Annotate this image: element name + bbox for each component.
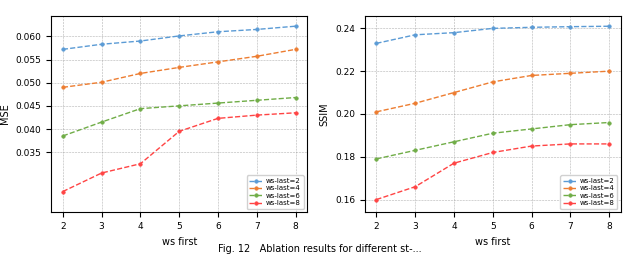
ws-last=4 xyxy=(566,72,574,75)
ws-last=2 xyxy=(292,25,300,28)
ws-last=6 xyxy=(292,96,300,99)
ws-last=8 xyxy=(450,162,458,165)
ws-last=6 xyxy=(528,127,536,131)
ws-last=6 xyxy=(450,140,458,143)
ws-last=8 xyxy=(214,117,222,120)
Line: ws-last=2: ws-last=2 xyxy=(374,25,611,45)
Line: ws-last=4: ws-last=4 xyxy=(374,69,611,113)
ws-last=6 xyxy=(214,102,222,105)
Legend: ws-last=2, ws-last=4, ws-last=6, ws-last=8: ws-last=2, ws-last=4, ws-last=6, ws-last… xyxy=(560,175,618,209)
ws-last=8 xyxy=(292,111,300,114)
Line: ws-last=2: ws-last=2 xyxy=(61,24,298,51)
ws-last=4 xyxy=(136,72,144,75)
Legend: ws-last=2, ws-last=4, ws-last=6, ws-last=8: ws-last=2, ws-last=4, ws-last=6, ws-last… xyxy=(246,175,304,209)
ws-last=2 xyxy=(59,48,67,51)
ws-last=6 xyxy=(136,107,144,110)
ws-last=2 xyxy=(412,33,419,36)
Line: ws-last=8: ws-last=8 xyxy=(61,111,298,193)
ws-last=6 xyxy=(98,120,106,124)
ws-last=2 xyxy=(450,31,458,34)
ws-last=4 xyxy=(372,110,380,113)
ws-last=4 xyxy=(528,74,536,77)
ws-last=6 xyxy=(489,132,497,135)
ws-last=2 xyxy=(98,43,106,46)
ws-last=2 xyxy=(605,25,613,28)
ws-last=8 xyxy=(489,151,497,154)
Text: Fig. 12   Ablation results for different st-...: Fig. 12 Ablation results for different s… xyxy=(218,244,422,254)
ws-last=2 xyxy=(136,39,144,42)
ws-last=8 xyxy=(412,185,419,188)
ws-last=4 xyxy=(98,81,106,84)
ws-last=2 xyxy=(489,27,497,30)
ws-last=4 xyxy=(489,80,497,83)
ws-last=8 xyxy=(372,198,380,201)
ws-last=2 xyxy=(175,34,183,38)
Line: ws-last=6: ws-last=6 xyxy=(61,96,298,138)
ws-last=6 xyxy=(605,121,613,124)
Line: ws-last=6: ws-last=6 xyxy=(374,121,611,161)
Y-axis label: MSE: MSE xyxy=(0,104,10,124)
ws-last=2 xyxy=(372,42,380,45)
ws-last=2 xyxy=(214,30,222,33)
Y-axis label: SSIM: SSIM xyxy=(319,102,330,126)
ws-last=6 xyxy=(412,149,419,152)
X-axis label: ws first: ws first xyxy=(475,237,511,247)
ws-last=8 xyxy=(605,142,613,146)
ws-last=8 xyxy=(59,190,67,193)
ws-last=8 xyxy=(175,130,183,133)
ws-last=4 xyxy=(292,48,300,51)
X-axis label: ws first: ws first xyxy=(161,237,197,247)
ws-last=8 xyxy=(98,171,106,175)
ws-last=6 xyxy=(372,157,380,160)
ws-last=8 xyxy=(566,142,574,146)
ws-last=4 xyxy=(412,102,419,105)
ws-last=4 xyxy=(450,91,458,94)
ws-last=4 xyxy=(605,70,613,73)
Line: ws-last=8: ws-last=8 xyxy=(374,142,611,201)
ws-last=6 xyxy=(175,104,183,107)
ws-last=8 xyxy=(136,162,144,165)
Line: ws-last=4: ws-last=4 xyxy=(61,48,298,89)
ws-last=2 xyxy=(253,28,260,31)
ws-last=4 xyxy=(59,86,67,89)
ws-last=2 xyxy=(566,25,574,28)
ws-last=2 xyxy=(528,26,536,29)
ws-last=6 xyxy=(566,123,574,126)
ws-last=4 xyxy=(175,66,183,69)
ws-last=4 xyxy=(253,55,260,58)
ws-last=6 xyxy=(59,134,67,138)
ws-last=4 xyxy=(214,60,222,63)
ws-last=6 xyxy=(253,99,260,102)
ws-last=8 xyxy=(253,113,260,117)
ws-last=8 xyxy=(528,145,536,148)
